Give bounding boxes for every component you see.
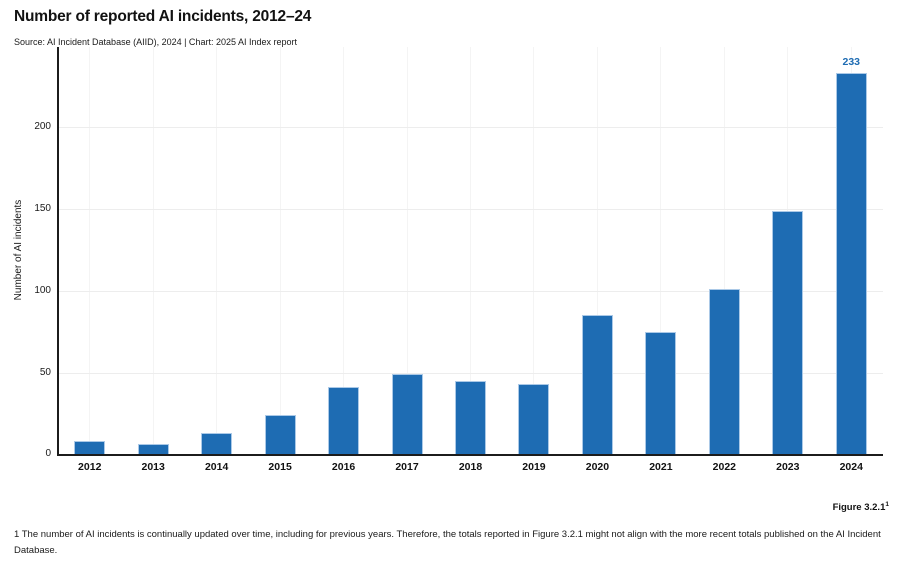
figure-label: Figure 3.2.11: [833, 501, 889, 513]
bar-2017: [391, 374, 423, 455]
x-axis-line: [57, 454, 883, 457]
vertical-gridline: [406, 47, 408, 455]
bar-2019: [518, 383, 550, 455]
vertical-gridline: [723, 47, 725, 455]
chart-title: Number of reported AI incidents, 2012–24: [14, 8, 312, 25]
x-tick-label: 2018: [458, 460, 483, 473]
figure-label-text: Figure 3.2.1: [832, 502, 886, 514]
bar-2021: [645, 331, 677, 455]
x-tick-label: 2022: [712, 460, 737, 473]
x-tick-label: 2013: [141, 460, 165, 473]
bar-2023: [772, 210, 804, 455]
x-tick-label: 2012: [78, 460, 102, 473]
y-tick-label: 0: [45, 448, 51, 460]
vertical-gridline: [216, 47, 218, 455]
bar-2014: [201, 433, 233, 455]
bar-2018: [455, 380, 486, 455]
vertical-gridline: [343, 47, 345, 455]
x-tick-label: 2024: [839, 460, 863, 473]
horizontal-gridline: [58, 127, 883, 129]
bar-2012: [74, 441, 106, 455]
y-tick-label: 100: [34, 284, 51, 296]
y-axis-line: [57, 47, 59, 456]
footnote: 1 The number of AI incidents is continua…: [14, 529, 881, 556]
vertical-gridline: [279, 47, 281, 455]
y-tick-label: 50: [39, 366, 51, 378]
vertical-gridline: [596, 47, 598, 455]
bar-2013: [137, 444, 169, 455]
x-tick-label: 2015: [268, 460, 292, 473]
bar-2016: [328, 387, 360, 455]
x-tick-label: 2017: [395, 460, 419, 473]
horizontal-gridline: [58, 208, 883, 210]
horizontal-gridline: [58, 290, 883, 292]
x-tick-label: 2021: [649, 460, 673, 473]
vertical-gridline: [470, 47, 471, 455]
x-tick-label: 2016: [331, 460, 356, 473]
bar-2015: [264, 415, 296, 455]
vertical-gridline: [660, 47, 662, 455]
x-tick-label: 2019: [522, 460, 546, 473]
bar-2020: [581, 315, 613, 455]
horizontal-gridline: [58, 372, 883, 374]
y-tick-label: 200: [34, 121, 51, 133]
y-tick-label: 150: [34, 202, 51, 214]
figure-label-superscript: 1: [885, 501, 889, 508]
x-tick-label: 2023: [776, 460, 800, 473]
x-tick-label: 2020: [585, 460, 610, 473]
x-tick-label: 2014: [204, 460, 229, 473]
vertical-gridline: [152, 47, 154, 455]
vertical-gridline: [533, 47, 535, 455]
bar-2022: [708, 289, 740, 455]
vertical-gridline: [89, 47, 91, 455]
bar-2024: [835, 73, 867, 455]
bar-value-label: 233: [842, 56, 861, 69]
chart-source-line: Source: AI Incident Database (AIID), 202…: [14, 37, 297, 47]
